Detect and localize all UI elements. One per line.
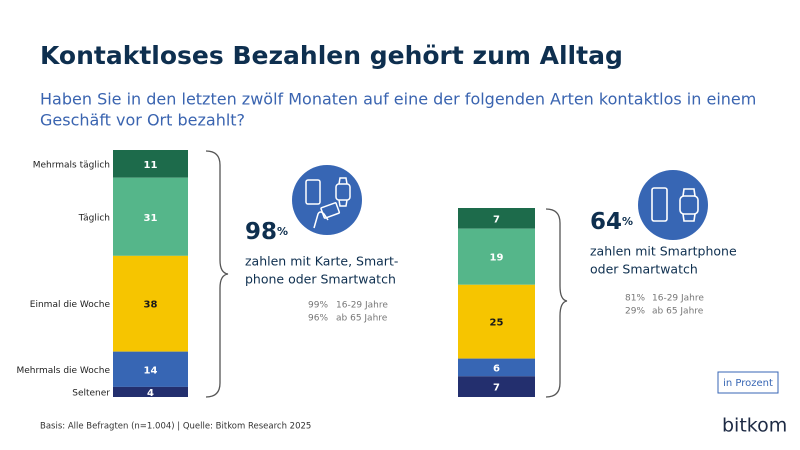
brace (545, 208, 568, 398)
breakdown-group: ab 65 Jahre (336, 314, 388, 324)
bar-segment (458, 358, 535, 377)
category-label: Seltener (72, 388, 110, 398)
logo: bitkom (722, 415, 787, 437)
unit-note: in Prozent (723, 378, 773, 389)
segment-label: 4 (147, 388, 154, 399)
segment-label: 11 (144, 160, 158, 171)
bar-segment (458, 228, 535, 285)
segment-label: 7 (493, 383, 500, 394)
segment-label: 31 (144, 213, 158, 224)
headline-value: 98 (245, 219, 277, 245)
category-label: Mehrmals die Woche (16, 366, 110, 376)
breakdown-share: 99% (308, 301, 328, 311)
breakdown-group: ab 65 Jahre (652, 307, 704, 317)
category-label: Einmal die Woche (30, 300, 111, 310)
segment-label: 7 (493, 214, 500, 225)
bar-segment (113, 386, 188, 397)
caption: zahlen mit Karte, Smart- (245, 254, 398, 269)
footnote: Basis: Alle Befragten (n=1.004) | Quelle… (40, 422, 311, 432)
bar-segment (113, 177, 188, 256)
caption: oder Smartwatch (590, 262, 698, 277)
subtitle: Geschäft vor Ort bezahlt? (40, 111, 245, 130)
segment-label: 38 (144, 300, 158, 311)
bar-segment (113, 255, 188, 352)
caption: zahlen mit Smartphone (590, 244, 737, 259)
segment-label: 14 (144, 365, 158, 376)
title: Kontaktloses Bezahlen gehört zum Alltag (40, 41, 623, 70)
bar-segment (113, 150, 188, 178)
brace (205, 150, 229, 398)
headline-unit: % (622, 215, 633, 228)
headline-unit: % (277, 225, 288, 238)
headline-value: 64 (590, 209, 622, 235)
unit-box (717, 371, 779, 394)
bar-segment (458, 208, 535, 229)
device-icon (638, 170, 708, 240)
headline: 98% (245, 219, 288, 245)
bar-segment (458, 376, 535, 397)
headline: 64% (590, 209, 633, 235)
subtitle: Haben Sie in den letzten zwölf Monaten a… (40, 90, 756, 109)
breakdown-share: 96% (308, 314, 328, 324)
bar-segment (458, 284, 535, 359)
segment-label: 25 (490, 318, 504, 329)
breakdown-share: 81% (625, 294, 645, 304)
segment-label: 19 (490, 253, 504, 264)
category-label: Täglich (78, 213, 110, 223)
breakdown-group: 16-29 Jahre (652, 294, 704, 304)
caption: phone oder Smartwatch (245, 272, 396, 287)
bar-segment (113, 351, 188, 387)
category-label: Mehrmals täglich (33, 160, 110, 170)
payment-icon (292, 165, 362, 235)
segment-label: 6 (493, 363, 500, 374)
breakdown-share: 29% (625, 307, 645, 317)
breakdown-group: 16-29 Jahre (336, 301, 388, 311)
